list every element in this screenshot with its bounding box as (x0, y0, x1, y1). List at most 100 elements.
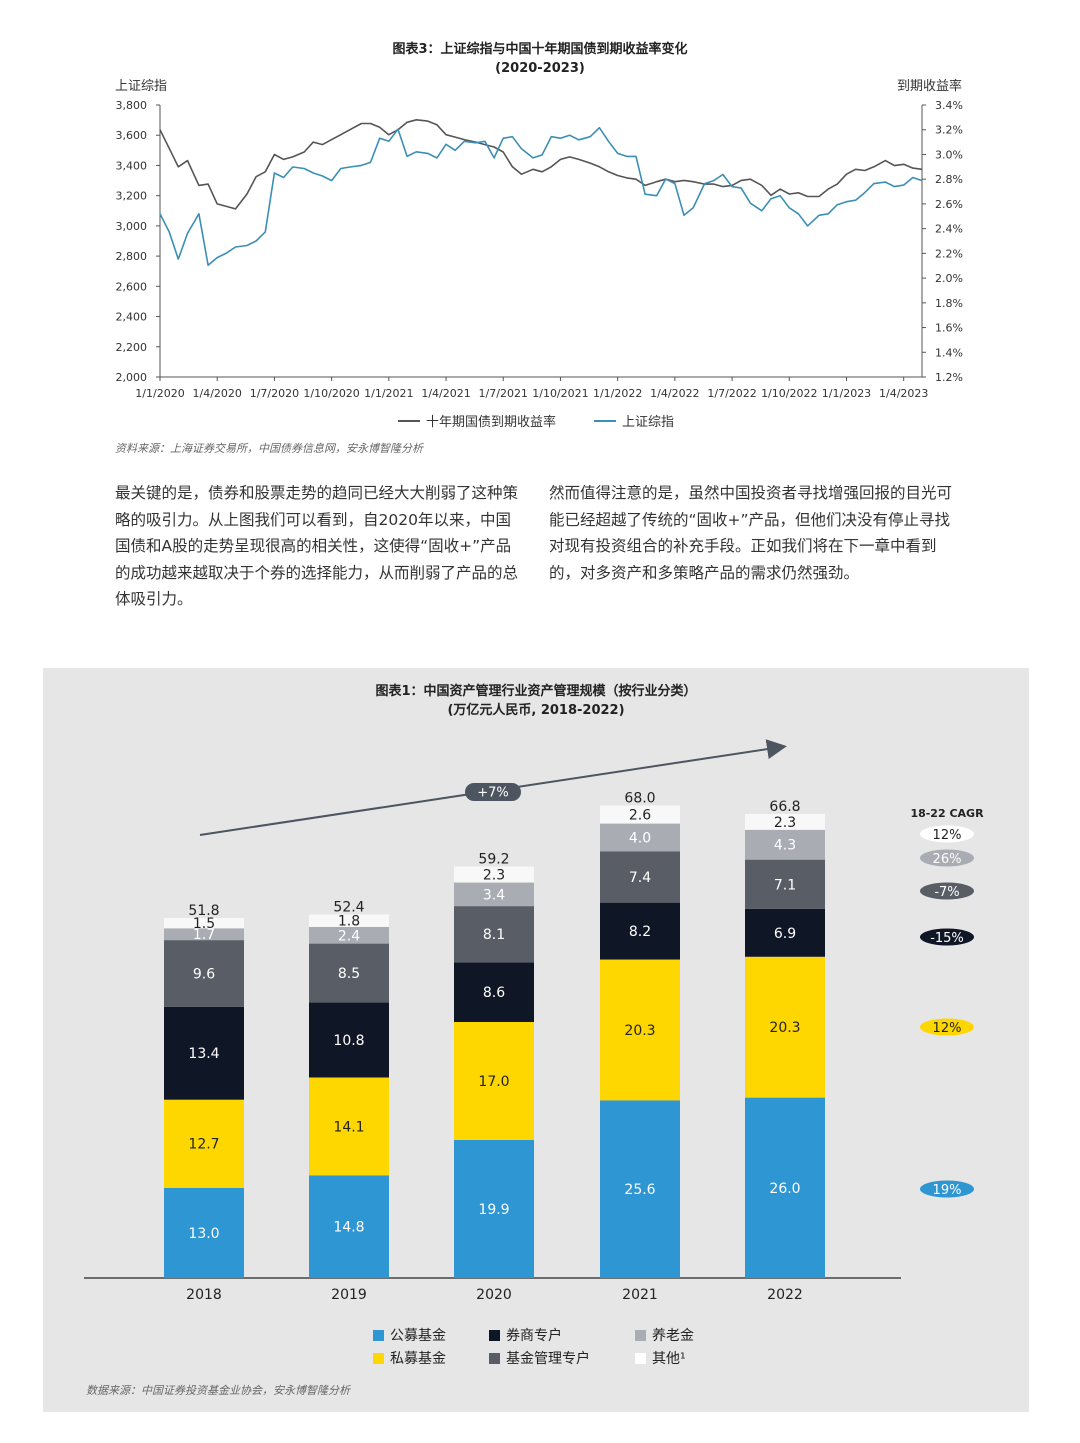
bar-segment (164, 928, 244, 941)
legend-label: 券商专户 (506, 1328, 562, 1344)
legend-label: 公募基金 (390, 1328, 446, 1344)
bar-segment (309, 1077, 389, 1176)
y2-tick-label: 2.4% (935, 223, 963, 236)
y2-tick-label: 1.8% (935, 297, 963, 310)
y2-tick-label: 2.6% (935, 198, 963, 211)
bar-segment-label: 14.1 (333, 1119, 364, 1135)
bar-segment (600, 902, 680, 960)
cagr-badge (920, 928, 974, 946)
bar-segment (454, 906, 534, 963)
x-tick-label: 1/1/2020 (135, 387, 184, 400)
line-chart: 上证综指 到期收益率 2,000 2,200 2,400 2,600 2,800 3,00… (115, 78, 963, 430)
y-tick-label: 2,200 (116, 341, 148, 354)
bar-segment (745, 859, 825, 909)
legend-swatch (373, 1353, 384, 1364)
x-tick-label: 1/4/2022 (650, 387, 699, 400)
cagr-badges: 19% 12% -15% -7% 26% 12% (920, 825, 974, 1198)
bar-segment-label: 7.4 (629, 870, 651, 886)
line-axes: 2,000 2,200 2,400 2,600 2,800 3,000 3,200 3,400… (116, 99, 963, 400)
bar-segment (454, 1139, 534, 1278)
cagr-badge (920, 849, 974, 867)
bar-segment-label: 8.2 (629, 924, 651, 940)
bar-total-label: 59.2 (478, 852, 509, 868)
x-tick-label: 1/10/2020 (303, 387, 359, 400)
line-series (159, 118, 923, 266)
legend-swatch (373, 1330, 384, 1341)
year-label: 2021 (622, 1287, 658, 1303)
bar-total-label: 68.0 (624, 791, 655, 807)
bar-segment-label: 7.1 (774, 877, 796, 893)
figure1-title: 图表1：中国资产管理行业资产管理规模（按行业分类） (万亿元人民币, 2018-… (43, 682, 1029, 720)
year-label: 2022 (767, 1287, 803, 1303)
legend-label: 基金管理专户 (506, 1351, 590, 1367)
bar-segment-label: 10.8 (333, 1033, 364, 1049)
bar-segment (600, 959, 680, 1101)
figure1-title-line2: (万亿元人民币, 2018-2022) (447, 703, 625, 718)
cagr-label: -7% (934, 885, 959, 900)
bar-segment-label: 1.5 (193, 916, 215, 932)
figure1-source: 数据来源：中国证券投资基金业协会，安永博智隆分析 (86, 1384, 350, 1397)
y-tick-label: 3,000 (116, 220, 148, 233)
figure3-title: 图表3：上证综指与中国十年期国债到期收益率变化 (2020-2023) (0, 40, 1080, 78)
bar-segment-label: 13.0 (188, 1226, 219, 1242)
bar-segment-label: 25.6 (624, 1182, 655, 1198)
bar-segment (745, 908, 825, 957)
trend-badge (465, 783, 521, 801)
x-tick-label: 1/1/2022 (593, 387, 642, 400)
figure1-title-line1: 图表1：中国资产管理行业资产管理规模（按行业分类） (375, 684, 697, 699)
bar-total-label: 66.8 (769, 799, 800, 815)
legend-label: 上证综指 (622, 415, 674, 430)
legend-label: 其他¹ (652, 1351, 686, 1367)
cagr-label: -15% (930, 931, 964, 946)
x-tick-label: 1/10/2021 (532, 387, 588, 400)
legend-swatch (635, 1330, 646, 1341)
y2-tick-label: 2.2% (935, 247, 963, 260)
figure3-title-line1: 图表3：上证综指与中国十年期国债到期收益率变化 (392, 42, 688, 57)
bar-total-label: 51.8 (188, 903, 219, 919)
year-label: 2019 (331, 1287, 367, 1303)
trend-label: +7% (477, 786, 509, 801)
y2-tick-label: 1.4% (935, 346, 963, 359)
bar-segment-label: 4.0 (629, 830, 651, 846)
left-axis-label: 上证综指 (115, 79, 167, 94)
bar-segment (745, 956, 825, 1098)
cagr-label: 19% (933, 1183, 962, 1198)
x-tick-label: 1/7/2022 (707, 387, 756, 400)
legend-item: 私募基金 (373, 1348, 446, 1368)
bar-segment (745, 829, 825, 860)
paragraph-right: 然而值得注意的是，虽然中国投资者寻找增强回报的目光可能已经超越了传统的“固收+”… (549, 484, 953, 582)
bar-segment-label: 17.0 (478, 1074, 509, 1090)
bar-segment-label: 6.9 (774, 926, 796, 942)
x-tick-label: 1/1/2023 (822, 387, 871, 400)
bar-segment (745, 1097, 825, 1278)
bar-segment-label: 3.4 (483, 887, 505, 903)
year-label: 2018 (186, 1287, 222, 1303)
x-tick-label: 1/4/2020 (193, 387, 242, 400)
y-tick-label: 3,200 (116, 190, 148, 203)
legend-swatch (489, 1353, 500, 1364)
bar-segment-label: 9.6 (193, 966, 215, 982)
cagr-badge (920, 1018, 974, 1036)
y2-tick-label: 3.0% (935, 148, 963, 161)
bar-segment-label: 20.3 (769, 1020, 800, 1036)
legend-item: 券商专户 (489, 1325, 562, 1345)
bar-segment-label: 2.6 (629, 808, 651, 824)
y2-tick-label: 1.6% (935, 322, 963, 335)
cagr-label: 12% (933, 828, 962, 843)
bar-segment-label: 2.4 (338, 928, 360, 944)
x-tick-label: 1/7/2021 (479, 387, 528, 400)
y-tick-label: 2,400 (116, 311, 148, 324)
x-tick-label: 1/1/2021 (364, 387, 413, 400)
right-axis-label: 到期收益率 (897, 78, 962, 94)
figure3-title-line2: (2020-2023) (495, 61, 585, 76)
bar-segment (309, 943, 389, 1003)
bar-segment (454, 866, 534, 883)
y2-tick-label: 2.8% (935, 173, 963, 186)
y-tick-label: 3,400 (116, 159, 148, 172)
bar-segment (745, 813, 825, 830)
bar-segment (454, 882, 534, 907)
y-tick-label: 3,600 (116, 129, 148, 142)
x-tick-label: 1/10/2022 (761, 387, 817, 400)
bar-segment (164, 1099, 244, 1188)
bar-segment-label: 12.7 (188, 1137, 219, 1153)
